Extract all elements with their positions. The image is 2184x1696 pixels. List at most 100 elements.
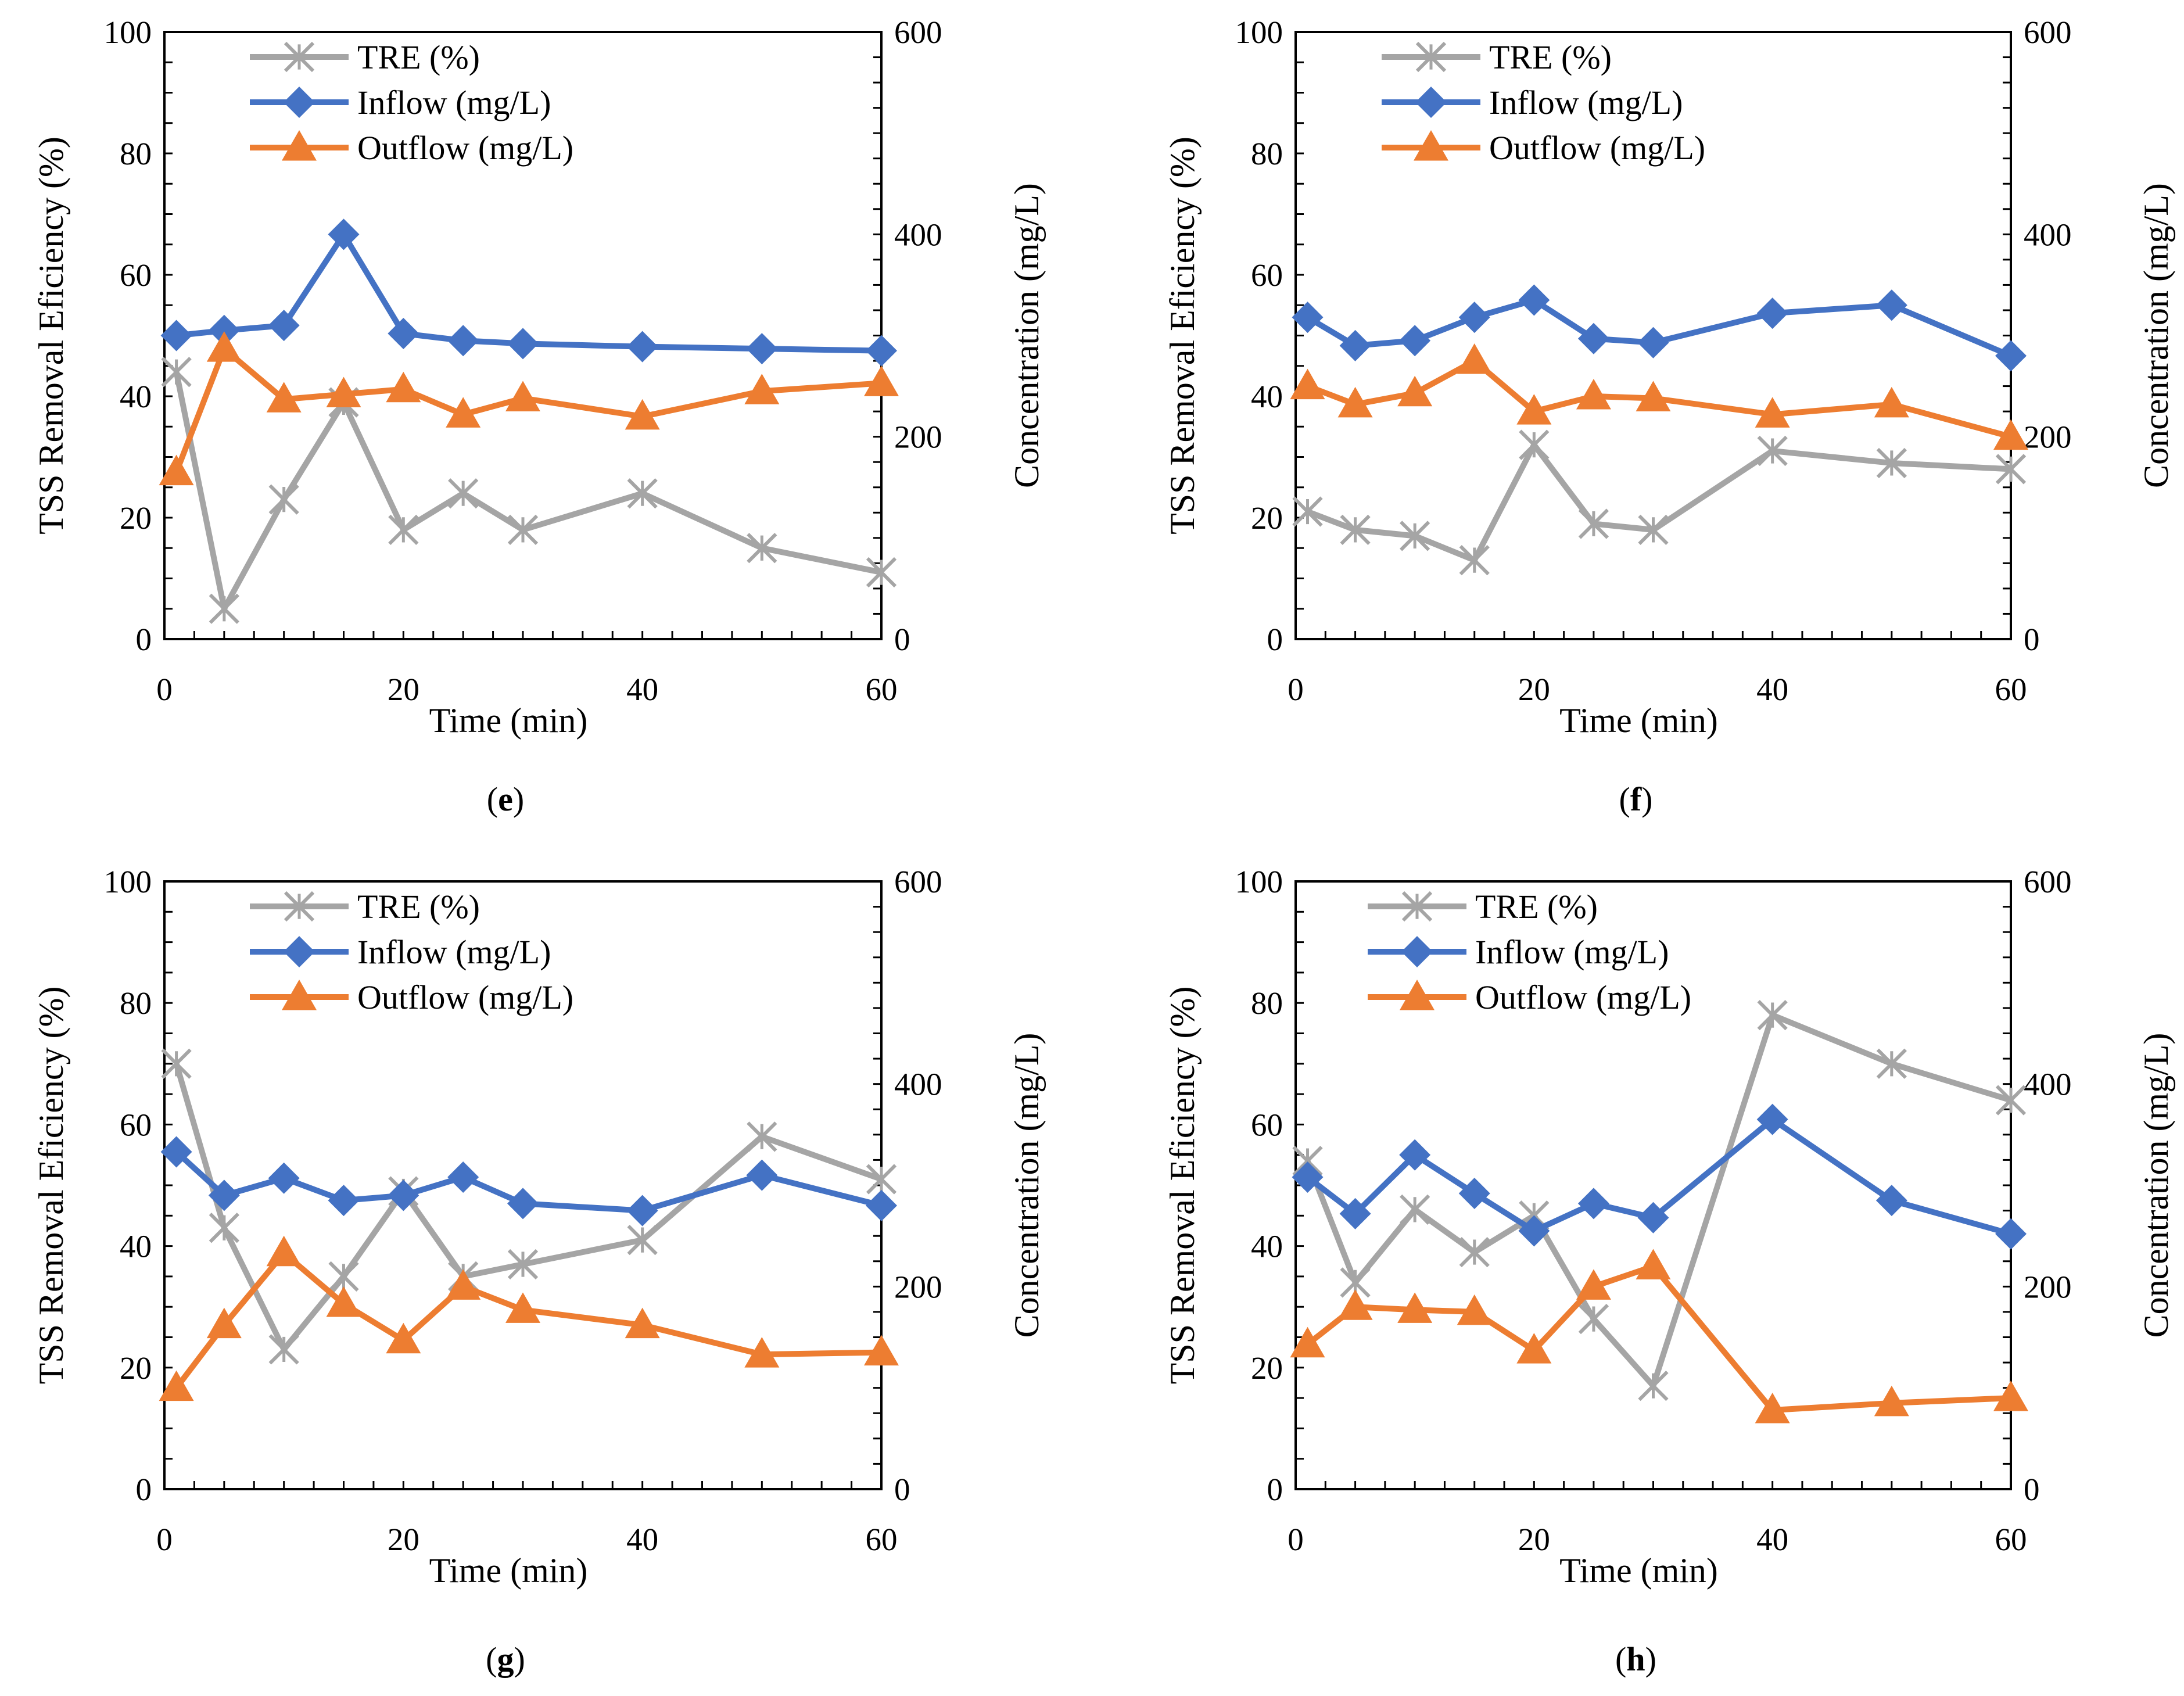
panel-label: (e): [487, 780, 524, 818]
data-point-outflow: [1457, 1294, 1492, 1325]
data-point-outflow: [1636, 1249, 1671, 1279]
data-point-tre: [1459, 545, 1490, 576]
x-tick-label: 60: [1995, 1522, 2027, 1557]
data-point-inflow: [328, 218, 360, 250]
data-point-outflow: [446, 397, 481, 428]
data-point-outflow: [386, 371, 421, 403]
data-point-inflow: [160, 1136, 192, 1168]
y-left-tick-label: 60: [120, 1107, 152, 1142]
data-point-outflow: [1457, 343, 1492, 374]
legend-marker-outflow: [282, 980, 317, 1010]
data-point-tre: [268, 484, 299, 515]
y-left-tick-label: 100: [1235, 864, 1283, 899]
series-line-tre: [1306, 442, 2011, 564]
data-point-outflow: [1516, 394, 1552, 425]
data-point-outflow: [266, 382, 302, 413]
data-point-tre: [1578, 1303, 1609, 1335]
data-point-outflow: [386, 1322, 421, 1354]
data-point-outflow: [446, 1269, 481, 1300]
data-point-outflow: [1337, 386, 1373, 418]
data-point-outflow: [1337, 1289, 1373, 1320]
data-point-inflow: [1458, 302, 1490, 334]
x-tick-label: 0: [1288, 1522, 1304, 1557]
legend-label-outflow: Outflow (mg/L): [1475, 978, 1691, 1016]
legend-label-tre: TRE (%): [1489, 38, 1612, 76]
chart-panel-e: 0 20 40 60 80 100 0 200 400 600 0 20 40 60 Time (min) T…: [32, 15, 1046, 818]
x-tick-label: 40: [1756, 672, 1788, 707]
y-right-tick-label: 0: [894, 622, 910, 657]
legend: TRE (%) Inflow (mg/L) Outflow (mg/L): [250, 888, 573, 1016]
y-left-tick-label: 40: [120, 379, 152, 414]
y-left-tick-label: 60: [1251, 1107, 1283, 1142]
series-line-inflow: [1306, 297, 2012, 358]
series-inflow: [1292, 1103, 2027, 1250]
series-outflow: [1290, 1249, 2028, 1424]
data-point-tre: [209, 593, 239, 624]
data-point-outflow: [326, 377, 361, 408]
legend-marker-tre: [1415, 41, 1447, 73]
panel-label-close: ): [1645, 1640, 1656, 1678]
chart-panel-f: 0 20 40 60 80 100 0 200 400 600 0 20 40 60 Time (min) T…: [1163, 15, 2175, 818]
x-axis-title: Time (min): [429, 701, 588, 740]
data-point-outflow: [505, 1292, 540, 1323]
data-point-inflow: [447, 1161, 479, 1193]
panel-label-letter: g: [497, 1640, 514, 1678]
y-left-tick-label: 40: [120, 1229, 152, 1264]
data-point-inflow: [328, 1185, 360, 1217]
legend-marker-outflow: [282, 130, 317, 161]
y-right-tick-label: 400: [894, 217, 942, 252]
panel-label-close: ): [1641, 780, 1652, 818]
data-point-tre: [1400, 1194, 1430, 1225]
y-left-tick-label: 100: [1235, 15, 1283, 50]
data-point-tre: [747, 1121, 777, 1152]
y-left-tick-label: 0: [1267, 622, 1283, 657]
data-point-tre: [1757, 435, 1788, 467]
y-left-axis-title: TSS Removal Eficiency (%): [1163, 987, 1202, 1385]
data-point-inflow: [1292, 1161, 1324, 1193]
data-point-inflow: [1875, 289, 1907, 321]
data-point-outflow: [326, 1286, 361, 1317]
panel-label-letter: e: [498, 780, 513, 818]
data-point-tre: [627, 478, 658, 509]
x-tick-label: 20: [388, 672, 419, 707]
series-outflow: [159, 331, 899, 486]
panel-label-open: (: [1619, 780, 1630, 818]
data-point-tre: [1995, 1085, 2027, 1116]
chart-panel-h: 0 20 40 60 80 100 0 200 400 600 0 20 40 60 Time (min) T…: [1163, 864, 2175, 1678]
legend-marker-inflow: [1415, 87, 1447, 118]
y-left-tick-label: 20: [1251, 500, 1283, 536]
data-point-inflow: [626, 331, 658, 363]
legend-label-tre: TRE (%): [357, 888, 480, 926]
data-point-outflow: [159, 454, 194, 486]
data-point-outflow: [1874, 1385, 1909, 1417]
x-axis-title: Time (min): [429, 1551, 588, 1590]
data-point-tre: [161, 357, 192, 388]
series-outflow: [159, 1235, 899, 1401]
data-point-outflow: [266, 1235, 302, 1267]
legend: TRE (%) Inflow (mg/L) Outflow (mg/L): [1382, 38, 1705, 167]
panel-label-close: ): [513, 780, 524, 818]
series-line-outflow: [174, 1250, 882, 1390]
y-left-tick-label: 80: [1251, 136, 1283, 171]
y-right-tick-label: 0: [2024, 622, 2040, 657]
data-point-inflow: [1339, 1197, 1371, 1229]
data-point-tre: [1876, 1048, 1907, 1079]
data-point-inflow: [208, 1179, 240, 1211]
data-point-inflow: [1577, 322, 1609, 354]
y-right-axis-title: Concentration (mg/L): [2137, 1033, 2175, 1338]
data-point-outflow: [744, 1337, 780, 1368]
data-point-inflow: [1637, 327, 1669, 358]
x-tick-label: 0: [156, 672, 173, 707]
panel-label-close: ): [514, 1640, 525, 1678]
y-left-tick-label: 80: [120, 985, 152, 1021]
data-point-tre: [1519, 429, 1550, 460]
panel-label-open: (: [487, 780, 498, 818]
legend-marker-tre: [1401, 891, 1433, 922]
data-point-inflow: [1339, 329, 1371, 361]
legend-label-outflow: Outflow (mg/L): [1489, 129, 1705, 167]
y-left-tick-label: 100: [104, 864, 152, 899]
series-outflow: [1290, 343, 2028, 450]
legend-marker-tre: [284, 891, 315, 922]
panel-label-open: (: [1615, 1640, 1626, 1678]
